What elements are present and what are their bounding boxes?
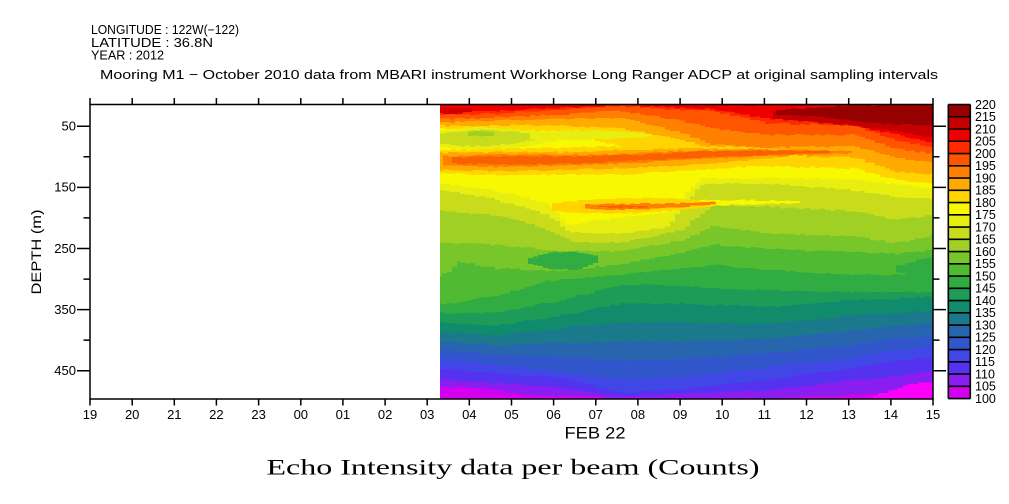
svg-text:LATITUDE : 36.8N: LATITUDE : 36.8N [91,36,213,50]
svg-text:110: 110 [975,367,995,381]
svg-text:205: 205 [975,135,996,149]
svg-text:155: 155 [975,257,996,271]
svg-text:195: 195 [975,159,996,173]
svg-text:220: 220 [975,98,996,112]
svg-text:12: 12 [799,407,813,422]
svg-text:170: 170 [975,220,996,234]
svg-text:140: 140 [975,294,996,308]
svg-text:05: 05 [504,407,518,422]
svg-text:YEAR : 2012: YEAR : 2012 [91,48,164,62]
svg-text:11: 11 [758,407,772,422]
svg-text:14: 14 [884,407,898,422]
svg-text:115: 115 [975,355,995,369]
svg-text:210: 210 [975,122,996,136]
svg-text:450: 450 [54,363,76,378]
svg-text:125: 125 [975,331,996,345]
svg-text:DEPTH (m): DEPTH (m) [28,210,44,295]
svg-text:07: 07 [589,407,603,422]
svg-text:13: 13 [841,407,855,422]
svg-text:145: 145 [975,282,996,296]
svg-text:06: 06 [546,407,560,422]
svg-text:10: 10 [715,407,729,422]
svg-text:22: 22 [209,407,223,422]
svg-text:00: 00 [294,407,308,422]
svg-text:01: 01 [336,407,350,422]
svg-text:21: 21 [167,407,181,422]
svg-text:Echo Intensity data per beam (: Echo Intensity data per beam (Counts) [267,455,760,480]
svg-text:200: 200 [975,147,996,161]
svg-text:100: 100 [975,392,996,406]
svg-text:215: 215 [975,110,996,124]
svg-text:250: 250 [54,241,76,256]
svg-text:50: 50 [62,119,76,134]
svg-text:02: 02 [378,407,392,422]
svg-text:150: 150 [54,180,76,195]
svg-text:175: 175 [975,208,996,222]
svg-text:03: 03 [420,407,434,422]
svg-text:09: 09 [673,407,687,422]
svg-text:15: 15 [926,407,940,422]
svg-text:FEB 22: FEB 22 [565,425,626,443]
svg-text:135: 135 [975,306,996,320]
svg-text:185: 185 [975,184,996,198]
svg-text:20: 20 [125,407,139,422]
svg-text:23: 23 [251,407,265,422]
svg-text:130: 130 [975,318,996,332]
svg-text:08: 08 [631,407,645,422]
svg-text:19: 19 [83,407,97,422]
svg-text:165: 165 [975,233,996,247]
svg-text:04: 04 [462,407,476,422]
svg-text:190: 190 [975,171,996,185]
svg-text:Mooring M1 − October 2010 data: Mooring M1 − October 2010 data from MBAR… [100,67,939,82]
svg-text:105: 105 [975,380,996,394]
svg-text:350: 350 [54,302,76,317]
svg-text:160: 160 [975,245,996,259]
svg-text:LONGITUDE : 122W(−122): LONGITUDE : 122W(−122) [91,23,239,37]
svg-text:180: 180 [975,196,996,210]
svg-text:120: 120 [975,343,996,357]
svg-text:150: 150 [975,269,996,283]
